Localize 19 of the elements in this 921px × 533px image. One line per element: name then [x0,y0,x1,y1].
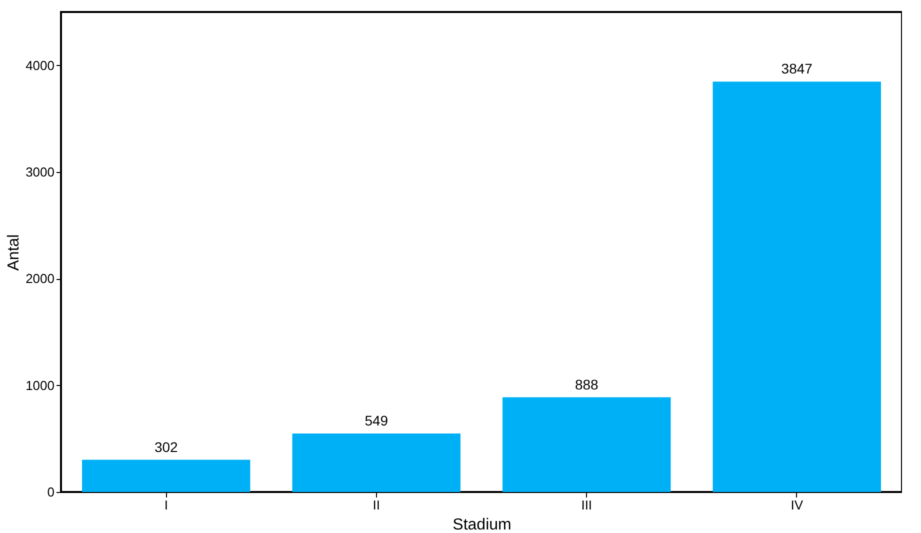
y-axis-title: Antal [6,234,23,271]
x-tick-label: I [164,498,168,512]
data-label: 302 [154,438,178,455]
bar [502,397,671,492]
y-tick-label: 0 [47,484,54,500]
y-tick-label: 1000 [26,378,54,393]
data-label: 3847 [781,60,813,77]
y-tick-label: 2000 [26,271,54,286]
y-tick-label: 3000 [26,164,54,180]
data-label: 549 [364,412,388,428]
bar [292,433,460,492]
bar [712,82,881,492]
y-tick-label: 4000 [26,58,54,73]
x-tick-label: IV [790,498,804,512]
x-tick-label: II [372,498,380,512]
bar [82,460,250,492]
data-label: 888 [574,376,599,392]
x-axis-title: Stadium [452,516,512,533]
x-tick-label: III [581,498,592,512]
